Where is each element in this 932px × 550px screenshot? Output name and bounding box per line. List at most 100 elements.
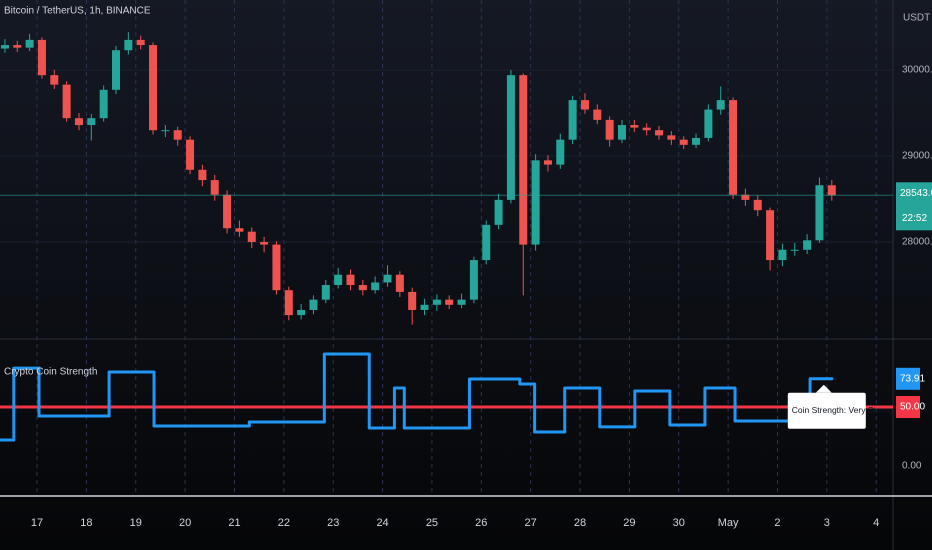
candle-body xyxy=(494,199,503,225)
candle-body xyxy=(543,160,552,165)
candle-body xyxy=(284,290,293,316)
candle-body xyxy=(692,137,701,145)
plot xyxy=(0,32,893,442)
candle-body xyxy=(630,125,639,128)
x-tick-label: 24 xyxy=(376,517,388,529)
candle-body xyxy=(655,130,664,136)
tooltip-pointer xyxy=(815,384,832,393)
value-tag xyxy=(896,367,920,390)
x-tick-label: 27 xyxy=(525,517,537,529)
candle-body xyxy=(346,274,355,286)
price-tag xyxy=(896,182,932,231)
candle-body xyxy=(37,39,46,76)
tooltip xyxy=(787,392,866,429)
tooltip-label: Coin Strength: Very Strong xyxy=(792,405,893,415)
candle-body xyxy=(432,299,441,305)
x-tick-label: 2 xyxy=(774,517,780,529)
candle-body xyxy=(753,199,762,211)
x-tick-label: 4 xyxy=(873,517,879,529)
x-tick-label: 3 xyxy=(824,517,830,529)
x-tick-label: 29 xyxy=(623,517,635,529)
candle-body xyxy=(778,249,787,261)
candle-body xyxy=(136,39,145,46)
x-tick-label: 18 xyxy=(80,517,92,529)
candle-body xyxy=(642,127,651,131)
candle-body xyxy=(87,118,96,126)
candle-body xyxy=(766,210,775,261)
x-tick-label: 19 xyxy=(130,517,142,529)
y-tick-label: 28000.00 xyxy=(902,237,932,248)
indicator-title: Crypto Coin Strength xyxy=(4,367,97,378)
candle-body xyxy=(297,309,306,316)
candle-body xyxy=(161,130,170,132)
candle-body xyxy=(519,75,528,245)
candle-body xyxy=(321,285,330,300)
x-tick-label: May xyxy=(718,517,739,529)
price-tag-label: 28543.06 xyxy=(900,188,932,199)
candle-body xyxy=(309,299,318,310)
candle-body xyxy=(112,50,121,90)
candle-body xyxy=(198,169,207,181)
x-tick-label: 21 xyxy=(228,517,240,529)
candle-body xyxy=(149,45,158,131)
candle-body xyxy=(580,100,589,110)
candle-body xyxy=(247,231,256,243)
candle-body xyxy=(358,285,367,291)
candle-body xyxy=(556,139,565,165)
candle-body xyxy=(50,75,59,85)
candle-body xyxy=(13,45,22,48)
candle-body xyxy=(25,39,34,48)
candle-body xyxy=(74,118,83,126)
value-tag-label: 73.91 xyxy=(900,373,925,384)
candle-body xyxy=(679,139,688,145)
y-tick-label: 0.00 xyxy=(902,461,922,472)
candle-body xyxy=(803,240,812,250)
candle-body xyxy=(827,185,836,196)
candle-body xyxy=(445,299,454,305)
candle-body xyxy=(395,274,404,292)
candle-body xyxy=(605,119,614,140)
candle-body xyxy=(272,244,281,291)
candle-body xyxy=(531,160,540,245)
candle-body xyxy=(729,100,738,195)
x-tick-label: 17 xyxy=(31,517,43,529)
candle-body xyxy=(617,125,626,140)
chart-title: Bitcoin / TetherUS, 1h, BINANCE xyxy=(4,6,151,17)
candle-body xyxy=(62,84,71,119)
countdown-label: 22:52 xyxy=(902,213,927,224)
candle-body xyxy=(593,109,602,120)
candle-body xyxy=(334,274,343,286)
candle-body xyxy=(371,282,380,291)
level-tag xyxy=(896,396,920,419)
candle-body xyxy=(568,100,577,140)
candle-body xyxy=(667,135,676,140)
candle-body xyxy=(173,130,182,140)
candle-body xyxy=(420,304,429,310)
candle-body xyxy=(0,45,9,49)
x-tick-label: 25 xyxy=(426,517,438,529)
candle-body xyxy=(716,100,725,110)
y-tick-label: 29000.00 xyxy=(902,151,932,162)
candle-body xyxy=(99,89,108,119)
x-tick-label: 28 xyxy=(574,517,586,529)
candle-body xyxy=(223,194,232,229)
level-tag-label: 50.00 xyxy=(900,402,925,413)
x-tick-label: 20 xyxy=(179,517,191,529)
x-tick-label: 22 xyxy=(278,517,290,529)
candle-body xyxy=(741,194,750,200)
candle-body xyxy=(186,139,195,170)
grid xyxy=(0,0,893,495)
candle-body xyxy=(235,228,244,232)
candle-body xyxy=(469,260,478,300)
x-tick-label: 30 xyxy=(673,517,685,529)
candle-body xyxy=(210,180,219,195)
candle-body xyxy=(506,75,515,200)
candle-body xyxy=(260,242,269,245)
candle-body xyxy=(383,274,392,283)
candle-body xyxy=(704,109,713,138)
x-tick-label: 23 xyxy=(327,517,339,529)
y-tick-label: 30000.00 xyxy=(902,65,932,76)
